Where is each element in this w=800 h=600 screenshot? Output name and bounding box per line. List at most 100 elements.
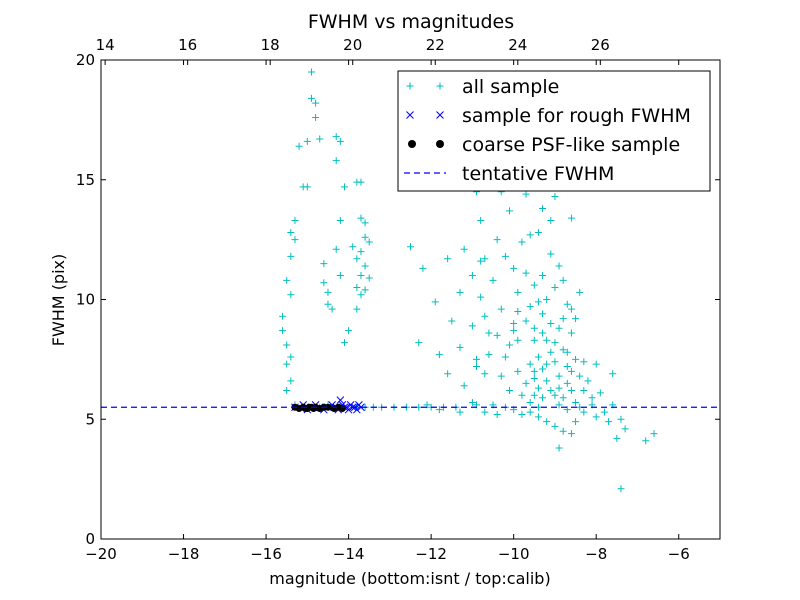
all-sample-point [514, 307, 522, 315]
all-sample-point [547, 387, 555, 395]
x-tick-label: −8 [585, 545, 607, 563]
all-sample-point [287, 228, 295, 236]
all-sample-point [514, 336, 522, 344]
all-sample-point [572, 315, 580, 323]
all-sample-point [567, 387, 575, 395]
all-sample-point [357, 248, 365, 256]
all-sample-point [576, 288, 584, 296]
all-sample-point [295, 142, 303, 150]
all-sample-point [551, 391, 559, 399]
all-sample-point [551, 193, 559, 201]
all-sample-point [526, 408, 534, 416]
all-sample-point [493, 331, 501, 339]
all-sample-point [605, 418, 613, 426]
all-sample-point [567, 430, 575, 438]
all-sample-point [456, 288, 464, 296]
all-sample-point [332, 133, 340, 141]
all-sample-point [307, 94, 315, 102]
all-sample-point [460, 382, 468, 390]
all-sample-point [460, 245, 468, 253]
all-sample-point [357, 214, 365, 222]
all-sample-point [539, 365, 547, 373]
all-sample-point [559, 427, 567, 435]
all-sample-point [567, 214, 575, 222]
all-sample-point [514, 288, 522, 296]
legend-marker-all-sample [436, 82, 444, 90]
y-tick-label: 15 [76, 171, 95, 189]
all-sample-point [473, 363, 481, 371]
all-sample-point [551, 422, 559, 430]
top-x-tick-label: 24 [508, 36, 527, 54]
all-sample-point [539, 272, 547, 280]
all-sample-point [283, 387, 291, 395]
all-sample-point [287, 252, 295, 260]
all-sample-point [592, 413, 600, 421]
all-sample-point [279, 327, 287, 335]
all-sample-point [559, 315, 567, 323]
all-sample-point [530, 391, 538, 399]
all-sample-point [563, 406, 571, 414]
all-sample-point [481, 408, 489, 416]
all-sample-point [539, 204, 547, 212]
all-sample-point [547, 348, 555, 356]
all-sample-point [283, 341, 291, 349]
all-sample-point [336, 216, 344, 224]
all-sample-point [497, 305, 505, 313]
all-sample-point [307, 68, 315, 76]
y-axis: 0 5 10 15 20 [76, 51, 720, 548]
all-sample-point [526, 303, 534, 311]
all-sample-point [279, 312, 287, 320]
all-sample-point [324, 288, 332, 296]
all-sample-point [534, 228, 542, 236]
all-sample-point [572, 398, 580, 406]
all-sample-point [642, 437, 650, 445]
top-x-tick-label: 18 [261, 36, 280, 54]
all-sample-point [283, 276, 291, 284]
all-sample-point [283, 360, 291, 368]
all-sample-point [584, 377, 592, 385]
all-sample-point [555, 372, 563, 380]
all-sample-point [576, 372, 584, 380]
all-sample-point [555, 401, 563, 409]
legend-label-tentative-fwhm: tentative FWHM [462, 163, 614, 185]
rough-fwhm-point [336, 396, 345, 404]
all-sample-point [530, 336, 538, 344]
all-sample-point [543, 336, 551, 344]
all-sample-point [328, 305, 336, 313]
all-sample-point [547, 250, 555, 258]
all-sample-point [592, 360, 600, 368]
all-sample-point [530, 367, 538, 375]
all-sample-point [522, 269, 530, 277]
all-sample-point [349, 243, 357, 251]
all-sample-point [551, 358, 559, 366]
all-sample-point [530, 281, 538, 289]
coarse-psf-point [301, 404, 309, 412]
all-sample-point [353, 305, 361, 313]
all-sample-point [543, 377, 551, 385]
all-sample-point [489, 276, 497, 284]
x-tick-label: −20 [85, 545, 117, 563]
top-x-tick-label: 26 [591, 36, 610, 54]
all-sample-point [312, 99, 320, 107]
all-sample-point [332, 245, 340, 253]
legend-label-rough-fwhm: sample for rough FWHM [462, 105, 691, 127]
all-sample-point [485, 351, 493, 359]
top-x-tick-label: 16 [178, 36, 197, 54]
y-tick-label: 20 [76, 51, 95, 69]
legend-box [397, 70, 711, 192]
coarse-psf-point [338, 404, 346, 412]
all-sample-point [345, 327, 353, 335]
all-sample-point [559, 346, 567, 354]
all-sample-point [456, 343, 464, 351]
all-sample-point [580, 387, 588, 395]
all-sample-point [596, 389, 604, 397]
all-sample-point [522, 317, 530, 325]
all-sample-point [481, 255, 489, 263]
all-sample-point [539, 329, 547, 337]
y-axis-label: FWHM (pix) [49, 254, 68, 347]
all-sample-point [365, 238, 373, 246]
all-sample-point [563, 348, 571, 356]
all-sample-point [543, 360, 551, 368]
all-sample-point [468, 322, 476, 330]
